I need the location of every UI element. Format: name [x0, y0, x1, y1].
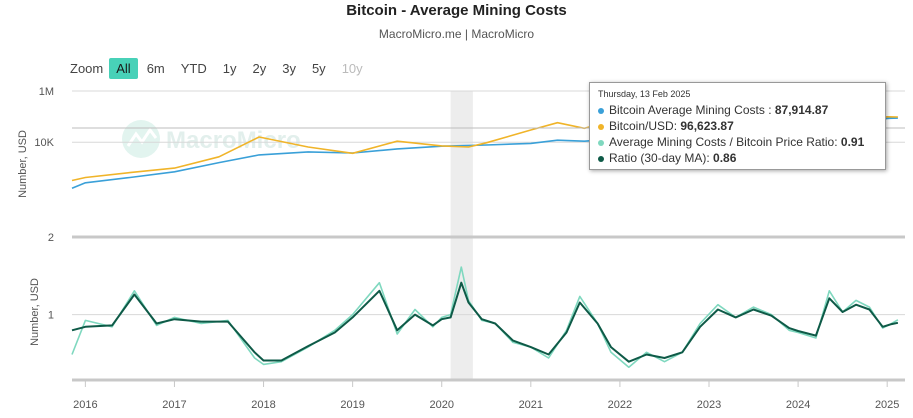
- x-tick-label: 2018: [251, 399, 275, 411]
- zoom-controls: Zoom All 6m YTD 1y 2y 3y 5y 10y: [70, 58, 372, 79]
- chart-tooltip: Thursday, 13 Feb 2025 Bitcoin Average Mi…: [589, 82, 886, 170]
- tooltip-row-value: 0.86: [713, 151, 737, 165]
- series-line-ratio-30-day-ma-: [71, 281, 899, 363]
- tooltip-row-label: Bitcoin Average Mining Costs :: [609, 103, 775, 117]
- tooltip-row-value: 87,914.87: [774, 103, 829, 117]
- watermark-logo: MacroMicro: [122, 120, 301, 158]
- y-tick-label: 10K: [34, 137, 54, 149]
- tooltip-row-value: 96,623.87: [680, 119, 734, 133]
- tooltip-row-label: Average Mining Costs / Bitcoin Price Rat…: [609, 135, 841, 149]
- tooltip-date: Thursday, 13 Feb 2025: [598, 89, 691, 99]
- tooltip-row-ratio-ma: Ratio (30-day MA): 0.86: [598, 150, 877, 166]
- tooltip-row-mining-cost: Bitcoin Average Mining Costs : 87,914.87: [598, 102, 877, 118]
- zoom-button-6m[interactable]: 6m: [146, 61, 165, 76]
- x-tick-label: 2016: [73, 399, 97, 411]
- y-tick-label: 1M: [39, 86, 54, 98]
- y-tick-label: 1: [48, 310, 54, 322]
- y-tick-label: 2: [48, 232, 54, 244]
- y-axis-label: Number, USD: [29, 278, 41, 346]
- zoom-button-3y[interactable]: 3y: [282, 61, 296, 76]
- zoom-button-all[interactable]: All: [109, 58, 138, 79]
- zoom-button-5y[interactable]: 5y: [311, 61, 326, 76]
- ratio-dot-icon: [598, 139, 604, 146]
- tooltip-row-value: 0.91: [840, 135, 865, 149]
- tooltip-row-label: Ratio (30-day MA):: [609, 151, 714, 165]
- zoom-button-10y[interactable]: 10y: [341, 61, 363, 76]
- btc-price-dot-icon: [598, 123, 604, 130]
- x-tick-label: 2020: [429, 399, 453, 411]
- x-tick-label: 2021: [519, 399, 543, 411]
- tooltip-row-ratio: Average Mining Costs / Bitcoin Price Rat…: [598, 134, 877, 150]
- x-tick-label: 2025: [875, 399, 899, 411]
- ratio-ma-dot-icon: [598, 155, 604, 162]
- x-tick-label: 2024: [786, 399, 810, 411]
- page-title: Bitcoin - Average Mining Costs: [346, 2, 567, 19]
- tooltip-row-label: Bitcoin/USD:: [609, 119, 681, 133]
- tooltip-row-btc-price: Bitcoin/USD: 96,623.87: [598, 118, 877, 134]
- x-tick-label: 2019: [340, 399, 364, 411]
- page-subtitle: MacroMicro.me | MacroMicro: [378, 27, 535, 41]
- x-tick-label: 2022: [608, 399, 632, 411]
- zoom-button-ytd[interactable]: YTD: [180, 61, 207, 76]
- zoom-button-2y[interactable]: 2y: [252, 61, 267, 76]
- zoom-button-1y[interactable]: 1y: [222, 61, 237, 76]
- mining-cost-dot-icon: [598, 107, 604, 114]
- zoom-label: Zoom: [70, 61, 104, 76]
- y-axis-label: Number, USD: [17, 130, 29, 198]
- x-tick-label: 2023: [697, 399, 721, 411]
- x-tick-label: 2017: [162, 399, 186, 411]
